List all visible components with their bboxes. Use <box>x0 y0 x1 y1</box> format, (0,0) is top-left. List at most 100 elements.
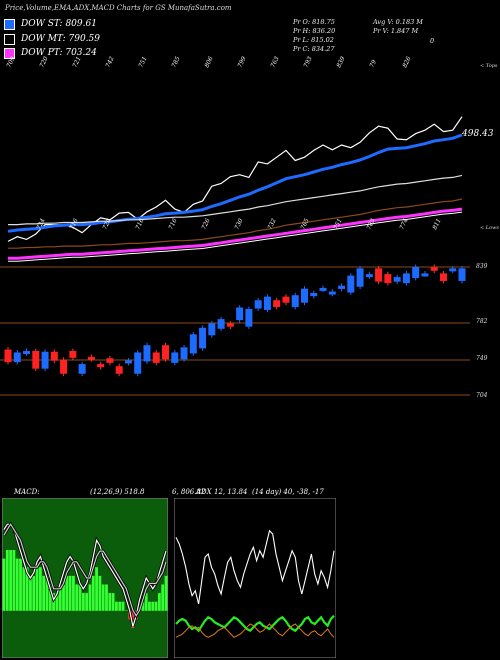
macd-histogram-bar <box>95 567 98 611</box>
low-tick-label: 732 <box>266 217 277 231</box>
candle-body <box>143 345 151 362</box>
candle-body <box>13 352 21 363</box>
adx-label: ADX <box>196 488 212 496</box>
top-tick-label: 721 <box>71 56 82 69</box>
low-tick-label: 751 <box>332 218 343 231</box>
price-axis-tick: 749 <box>476 355 488 362</box>
macd-histogram-bar <box>131 610 135 629</box>
legend-label-mt: DOW MT: 790.59 <box>21 34 100 44</box>
stat-avg-volume: Avg V: 0.183 M <box>373 18 423 26</box>
adx-values: 12, 13.84 <box>214 488 248 496</box>
candle-body <box>328 291 336 295</box>
ema-slow-line <box>8 198 463 249</box>
low-tick-label: 716 <box>68 217 79 231</box>
macd-histogram-bar <box>115 601 118 611</box>
low-tick-label: 720 <box>101 217 112 231</box>
candle-body <box>356 268 364 287</box>
candle-body <box>263 296 271 310</box>
macd-histogram-bar <box>68 575 72 611</box>
macd-histogram-bar <box>75 584 79 611</box>
macd-histogram-bar <box>154 601 158 611</box>
signal-line <box>3 523 167 617</box>
candle-body <box>310 293 318 297</box>
candle-body <box>430 266 438 271</box>
low-tick-label: 716 <box>167 217 178 231</box>
candle-body <box>273 300 281 308</box>
macd-histogram-bar <box>2 558 6 611</box>
candle-body <box>254 300 262 309</box>
legend-item-mt: DOW MT: 790.59 <box>4 32 100 46</box>
price-axis-tick: 704 <box>476 392 488 399</box>
candle-body <box>32 351 40 369</box>
macd-lines <box>2 521 168 627</box>
candle-body <box>87 356 95 360</box>
low-tick-label: 716 <box>134 217 145 231</box>
candle-body <box>291 295 299 308</box>
top-tick-label: 751 <box>137 56 148 69</box>
candle-body <box>41 351 49 369</box>
adx-lines <box>174 527 336 638</box>
top-tick-label: 793 <box>302 55 313 69</box>
macd-histogram-bar <box>62 584 65 611</box>
top-tick-label: 826 <box>401 55 412 69</box>
ema-pt-line <box>8 207 463 260</box>
candle-body <box>375 268 383 282</box>
candle-body <box>412 266 420 279</box>
low-tick-label: 724 <box>35 217 46 231</box>
lows-axis-label: < Lows <box>480 225 499 231</box>
adx-background <box>174 498 336 658</box>
candle-body <box>106 358 114 363</box>
candle-body <box>115 366 123 374</box>
candle-body <box>393 277 401 282</box>
chart-title: Price,Volume,EMA,ADX,MACD Charts for GS … <box>5 4 232 12</box>
candlesticks <box>4 264 466 377</box>
macd-histogram-bar <box>121 601 125 611</box>
macd-chart <box>2 498 168 658</box>
legend-item-st: DOW ST: 809.61 <box>4 17 97 31</box>
macd-histogram-bar <box>164 575 168 611</box>
macd-histogram-bar <box>108 593 112 611</box>
candle-body <box>421 273 429 277</box>
candle-body <box>189 334 197 354</box>
candle-body <box>458 268 466 281</box>
legend-label-st: DOW ST: 809.61 <box>21 19 97 29</box>
macd-histogram-bar <box>35 567 39 611</box>
top-tick-label: 763 <box>269 55 280 69</box>
candle-body <box>152 352 160 363</box>
low-tick-label: 730 <box>233 217 244 231</box>
candle-body <box>69 351 77 358</box>
minus-di-line <box>175 623 335 638</box>
macd-histogram-bar <box>12 550 16 611</box>
low-tick-label: 765 <box>299 217 310 231</box>
low-tick-label: 774 <box>398 217 409 231</box>
candle-body <box>402 273 410 284</box>
candle-body <box>347 275 355 293</box>
macd-histogram-bar <box>118 601 122 611</box>
tops-axis-label: < Tops <box>480 63 498 69</box>
candle-body <box>60 359 68 374</box>
macd-label: MACD: <box>14 488 40 496</box>
stat-high: Pr H: 836.20 <box>293 27 336 35</box>
top-tick-label: 709 <box>5 55 16 69</box>
macd-histogram-bar <box>144 593 148 611</box>
macd-histogram-bar <box>124 610 128 611</box>
candle-body <box>245 308 253 327</box>
ema-pt-companion-line <box>8 211 463 262</box>
candle-body <box>171 352 179 363</box>
macd-histogram-bar <box>45 575 49 611</box>
macd-histogram-bar <box>111 593 115 611</box>
adx-line <box>175 529 335 605</box>
price-grid <box>0 266 470 396</box>
candle-body <box>226 323 234 327</box>
legend-item-pt: DOW PT: 703.24 <box>4 46 97 60</box>
macd-histogram-bar <box>22 567 26 611</box>
low-tick-label: 726 <box>200 217 211 231</box>
macd-histogram-bar <box>19 558 22 611</box>
top-tick-label: 720 <box>38 55 49 69</box>
top-tick-label: 79 <box>368 59 378 69</box>
low-tick-label: 783 <box>365 217 376 231</box>
macd-histogram-bar <box>38 567 42 611</box>
price-line <box>7 116 463 242</box>
macd-histogram-bar <box>5 550 9 611</box>
top-tick-label: 839 <box>335 55 346 69</box>
